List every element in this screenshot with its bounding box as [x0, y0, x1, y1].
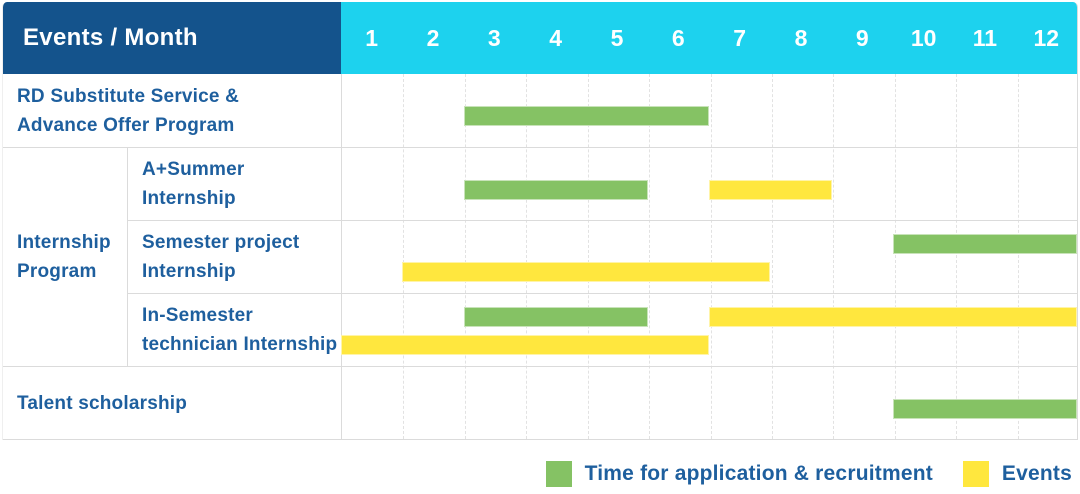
row-label-line: Internship: [142, 188, 236, 209]
legend-swatch-events: [962, 460, 989, 487]
table-header: Events / Month 1 2 3 4 5 6 7 8 9 10 11 12: [3, 2, 1077, 74]
gantt-bar-application: [463, 307, 648, 327]
row-chart-area: [341, 367, 1077, 439]
row-label: Semester project Internship: [127, 220, 341, 293]
month-header-cell: 8: [794, 24, 808, 51]
month-gridline: [587, 74, 589, 439]
gantt-row: Talent scholarship: [3, 366, 1077, 439]
month-header-cell: 9: [855, 24, 869, 51]
gantt-bar-events: [341, 335, 709, 355]
gantt-row: A+Summer Internship: [3, 147, 1077, 220]
group-label-line: Program: [17, 260, 97, 282]
month-header-cell: 1: [365, 24, 379, 51]
month-gridline: [526, 74, 528, 439]
month-header-cell: 5: [610, 24, 624, 51]
month-gridline: [833, 74, 835, 439]
gantt-bar-events: [709, 307, 1077, 327]
row-label: RD Substitute Service & Advance Offer Pro…: [3, 74, 341, 147]
month-header-cell: 3: [487, 24, 501, 51]
month-gridline: [1017, 74, 1019, 439]
month-gridlines: [341, 74, 1077, 439]
row-label-line: RD Substitute Service &: [17, 85, 240, 107]
month-header-cell: 6: [671, 24, 685, 51]
row-label-line: A+Summer: [142, 159, 245, 180]
gantt-table: Events / Month 1 2 3 4 5 6 7 8 9 10 11 12 RD Substi…: [2, 2, 1078, 440]
row-chart-area: [341, 148, 1077, 220]
legend-label: Time for application & recruitment: [584, 461, 933, 485]
row-label-line: Talent scholarship: [17, 392, 188, 414]
gantt-row: In-Semester technician Internship: [3, 293, 1077, 366]
month-header-cell: 2: [426, 24, 440, 51]
gantt-bar-application: [463, 106, 709, 126]
row-label-line: technician Internship: [142, 334, 338, 355]
row-chart-area: [341, 220, 1077, 293]
legend-swatch-application: [545, 460, 572, 487]
month-header-row: 1 2 3 4 5 6 7 8 9 10 11 12: [341, 2, 1077, 74]
row-chart-area: [341, 74, 1077, 147]
row-chart-area: [341, 293, 1077, 366]
group-label-line: Internship: [17, 231, 111, 253]
month-header-cell: 12: [1033, 24, 1060, 51]
gantt-bar-application: [463, 180, 648, 200]
month-gridline: [894, 74, 896, 439]
month-gridline: [771, 74, 773, 439]
month-header-cell: 4: [549, 24, 563, 51]
month-gridline: [464, 74, 466, 439]
legend-label: Events: [1001, 461, 1072, 485]
month-header-cell: 7: [733, 24, 747, 51]
gantt-bar-events: [402, 262, 771, 282]
month-header-cell: 11: [972, 24, 998, 51]
month-gridline: [710, 74, 712, 439]
row-label-line: In-Semester: [142, 305, 253, 326]
month-gridline: [649, 74, 651, 439]
table-body: RD Substitute Service & Advance Offer Pro…: [3, 74, 1077, 440]
group-label: Internship Program: [3, 147, 127, 366]
month-gridline: [956, 74, 958, 439]
row-label-line: Internship: [142, 261, 236, 282]
row-label-line: Advance Offer Program: [17, 114, 235, 136]
legend-item: Time for application & recruitment: [545, 460, 933, 487]
gantt-bar-events: [709, 180, 832, 200]
row-label: Talent scholarship: [3, 367, 341, 439]
month-gridline: [403, 74, 405, 439]
gantt-bar-application: [893, 234, 1077, 254]
month-header-cell: 10: [910, 24, 937, 51]
row-label: A+Summer Internship: [127, 148, 341, 220]
legend: Time for application & recruitment Events: [2, 440, 1078, 493]
row-label: In-Semester technician Internship: [127, 293, 341, 366]
row-label-line: Semester project: [142, 232, 300, 253]
header-corner-cell: Events / Month: [3, 2, 341, 74]
gantt-row: RD Substitute Service & Advance Offer Pro…: [3, 74, 1077, 147]
legend-item: Events: [962, 460, 1072, 487]
gantt-bar-application: [893, 399, 1077, 419]
gantt-row: Semester project Internship: [3, 220, 1077, 293]
